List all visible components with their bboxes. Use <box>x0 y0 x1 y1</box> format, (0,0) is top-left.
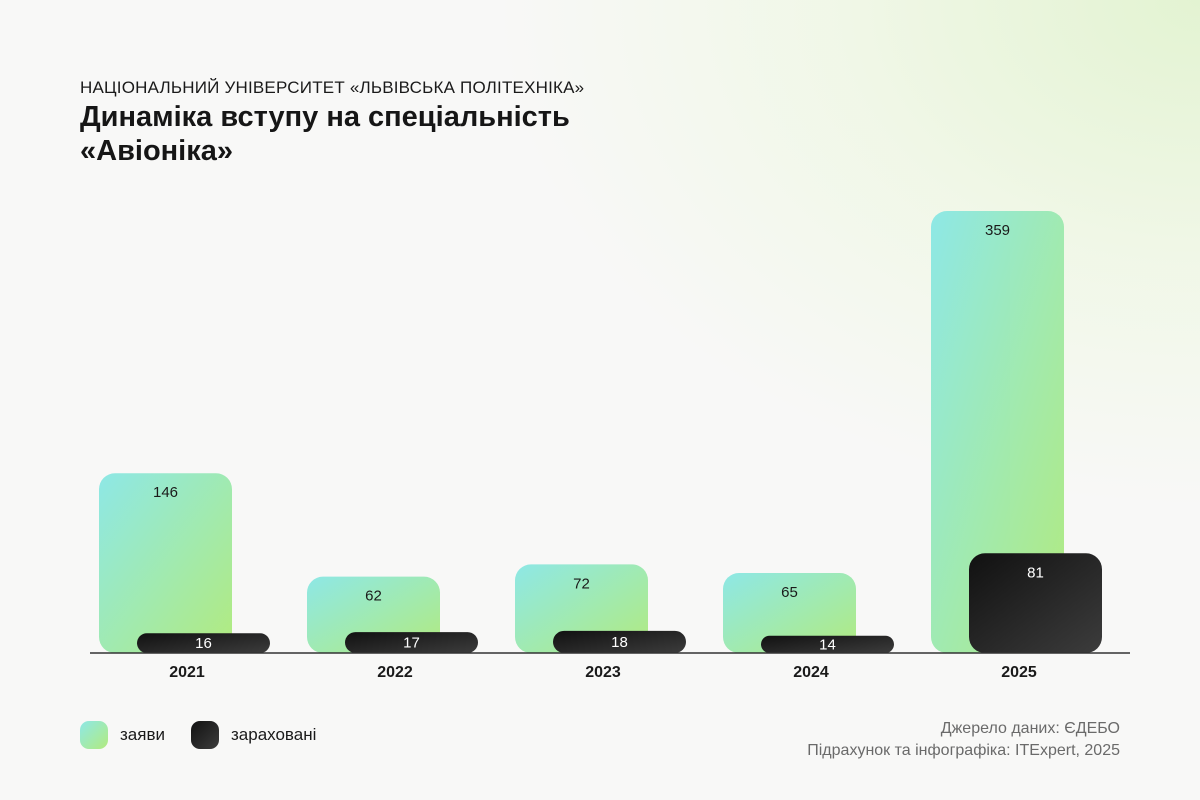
label-applications-2023: 72 <box>573 575 590 592</box>
data-source: Джерело даних: ЄДЕБО Підрахунок та інфог… <box>807 718 1120 762</box>
x-tick-2025: 2025 <box>1001 664 1037 681</box>
label-enrolled-2023: 18 <box>611 634 628 651</box>
legend-swatch-enrolled <box>190 721 219 749</box>
bars-group: 146 16 62 17 72 18 65 14 359 81 <box>99 211 1102 653</box>
legend-item-enrolled: зараховані <box>190 721 317 749</box>
legend-label-enrolled: зараховані <box>230 725 317 744</box>
bar-enrolled-2021 <box>137 633 270 653</box>
legend-label-applications: заяви <box>120 725 165 744</box>
x-tick-2021: 2021 <box>169 664 205 681</box>
label-applications-2022: 62 <box>365 588 382 605</box>
bar-enrolled-2025 <box>969 553 1102 653</box>
bar-applications-2025 <box>931 211 1064 653</box>
label-enrolled-2024: 14 <box>819 636 836 653</box>
label-enrolled-2025: 81 <box>1027 564 1044 581</box>
label-applications-2024: 65 <box>781 584 798 601</box>
x-tick-2022: 2022 <box>377 664 413 681</box>
label-enrolled-2021: 16 <box>195 635 212 652</box>
source-text: Джерело даних: ЄДЕБО <box>940 720 1120 737</box>
legend: заяви зараховані <box>80 720 316 750</box>
bar-applications-2024 <box>723 572 856 653</box>
x-tick-2023: 2023 <box>585 664 621 681</box>
chart-supertitle: НАЦІОНАЛЬНИЙ УНІВЕРСИТЕТ «ЛЬВІВСЬКА ПОЛІ… <box>80 78 585 97</box>
label-applications-2025: 359 <box>985 222 1010 239</box>
x-tick-2024: 2024 <box>793 664 829 681</box>
credit-text: Підрахунок та інфографіка: ITExpert, 202… <box>807 742 1120 759</box>
label-enrolled-2022: 17 <box>403 635 420 652</box>
bar-enrolled-2022 <box>345 632 478 653</box>
bar-applications-2021 <box>99 473 232 653</box>
x-tick-labels: 2021 2022 2023 2024 2025 <box>169 664 1037 681</box>
bar-enrolled-2023 <box>553 630 686 653</box>
label-applications-2021: 146 <box>153 484 178 501</box>
legend-item-applications: заяви <box>80 721 165 749</box>
legend-swatch-applications <box>80 721 108 749</box>
bar-enrolled-2024 <box>761 635 894 653</box>
chart-title: Динаміка вступу на спеціальність «Авіоні… <box>80 101 570 167</box>
